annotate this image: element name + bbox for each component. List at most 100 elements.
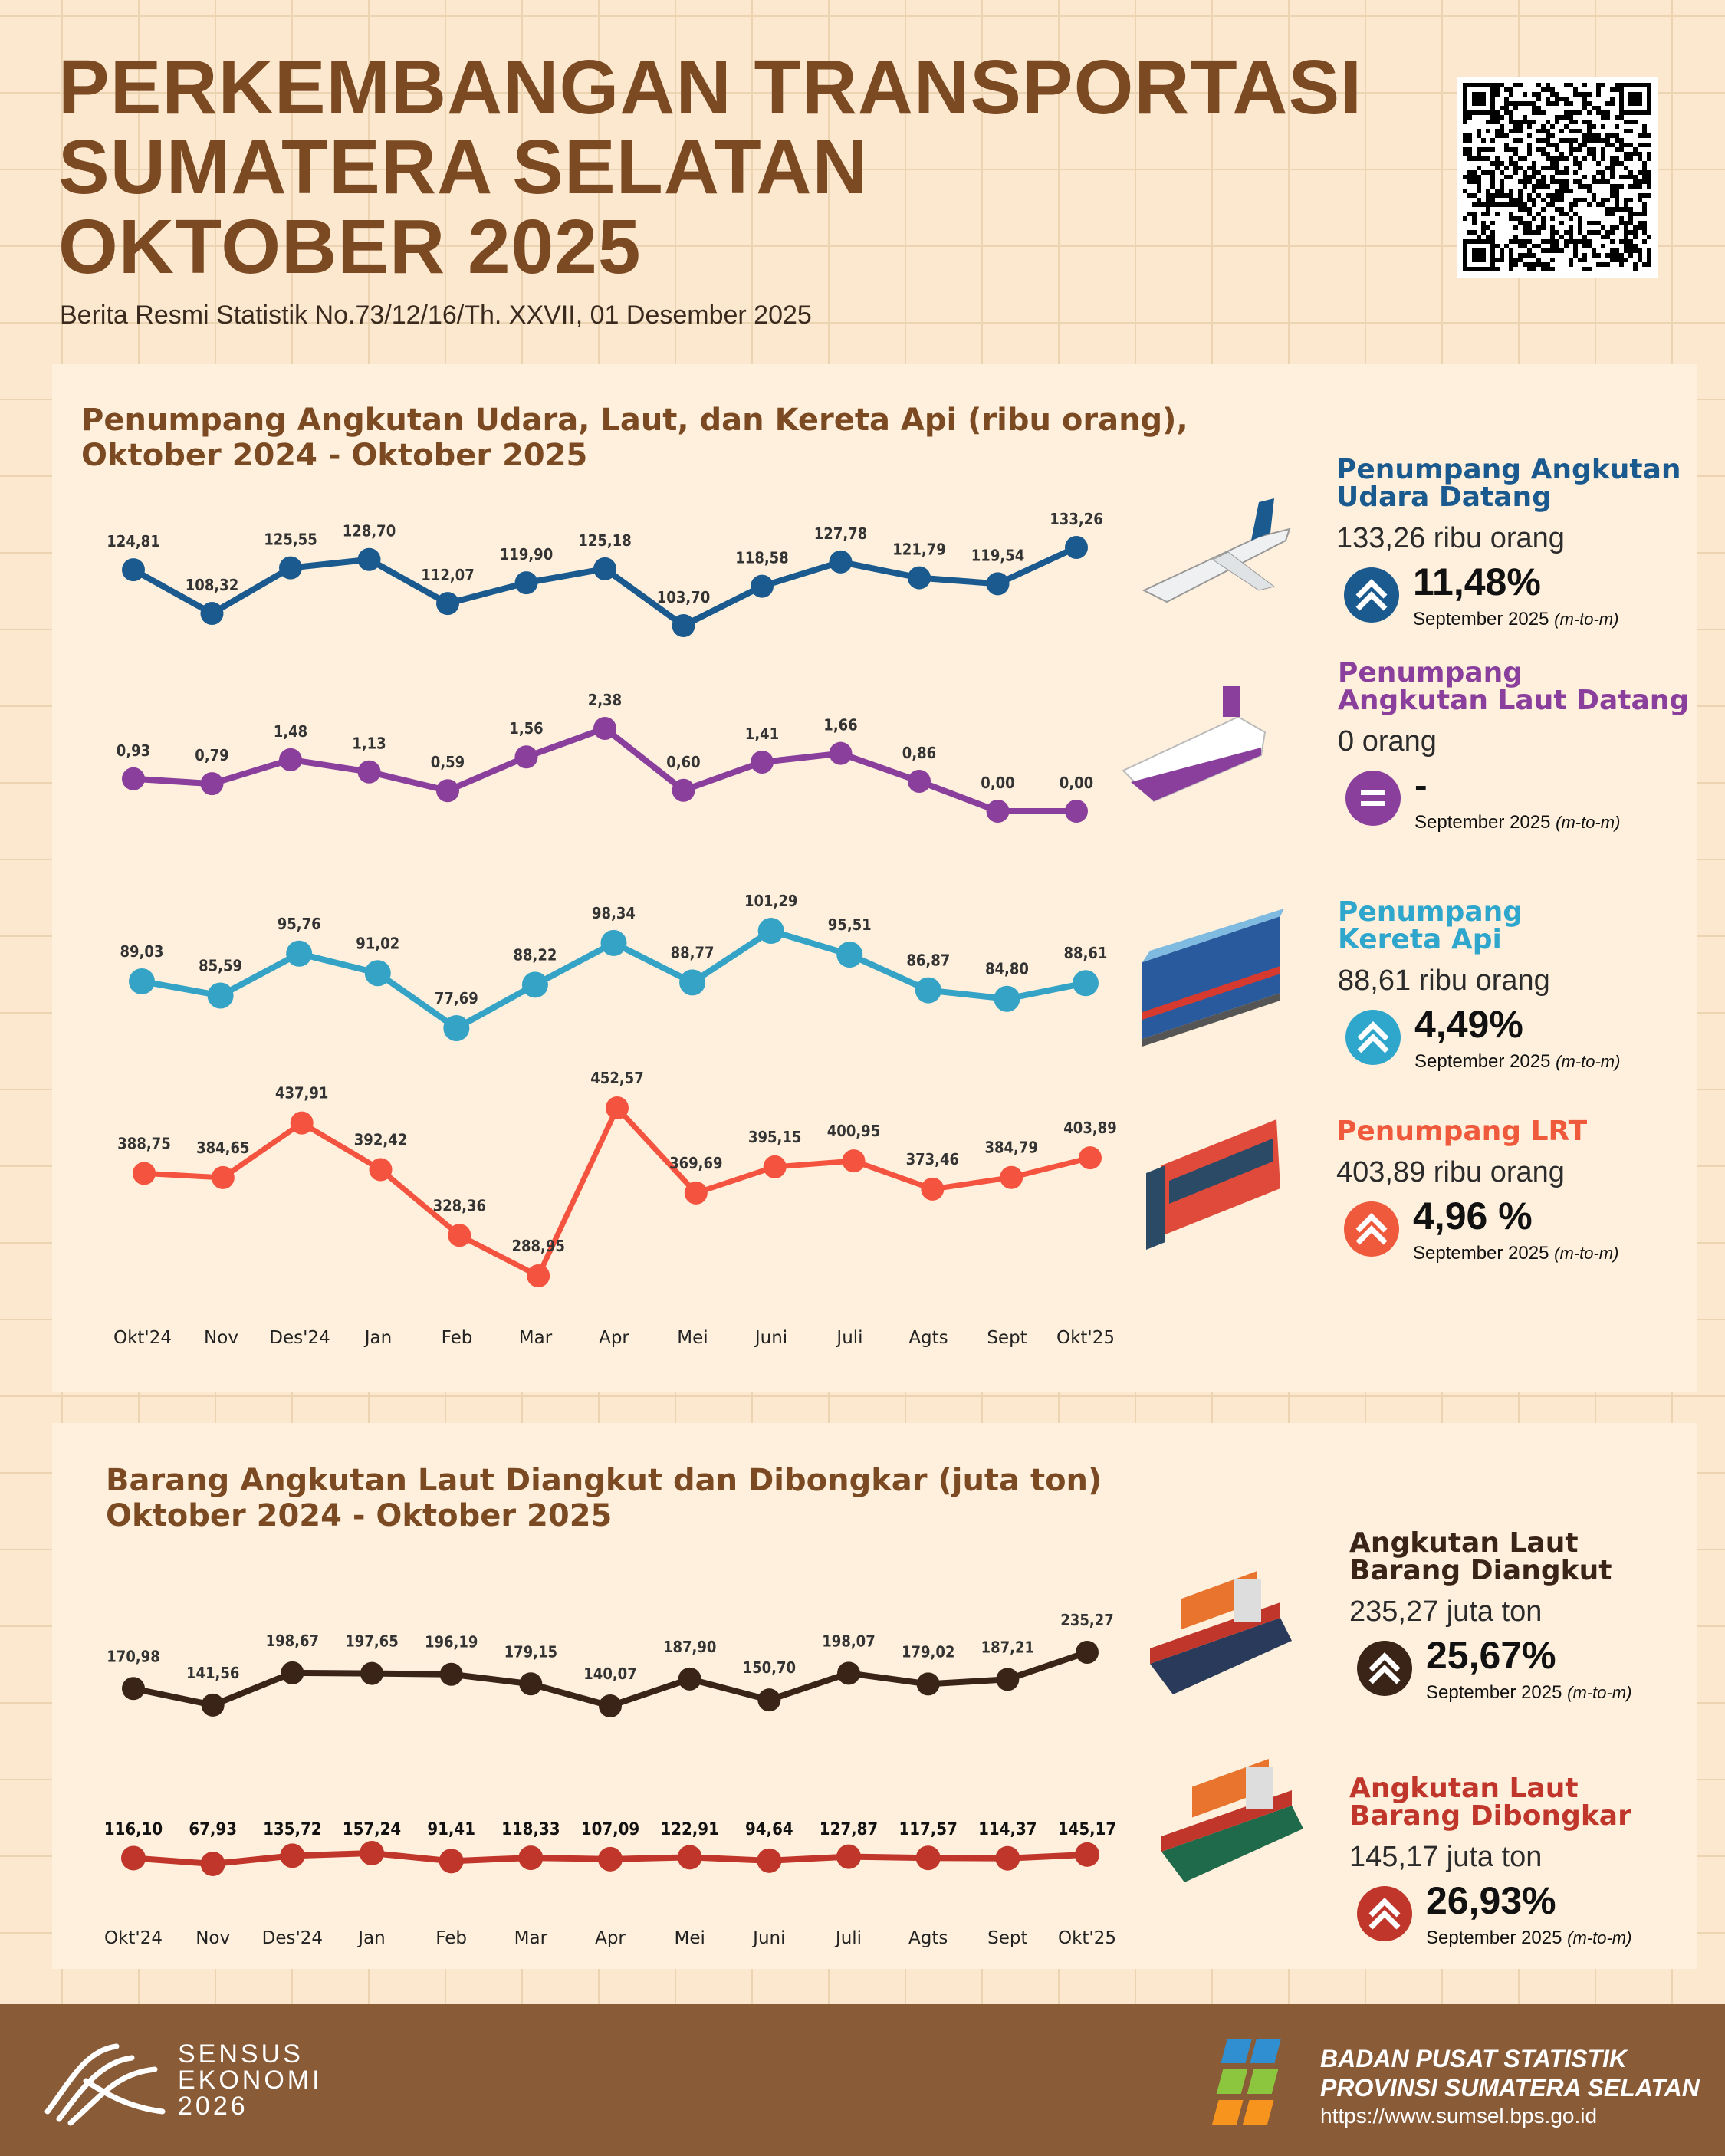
x-tick-label: Mar <box>514 1928 548 1948</box>
qr-code[interactable] <box>1457 77 1658 278</box>
data-label: 179,15 <box>504 1642 557 1661</box>
stat-block: Penumpang Angkutan Laut Datang 0 orang - … <box>1338 659 1689 840</box>
data-label: 101,29 <box>744 892 797 910</box>
stat-heading: Penumpang Angkutan Laut Datang <box>1338 659 1689 715</box>
panel-title: Barang Angkutan Laut Diangkut dan Dibong… <box>106 1463 1102 1533</box>
x-tick-label: Jan <box>356 1928 385 1948</box>
x-tick-label: Agts <box>909 1928 948 1948</box>
data-point <box>836 1844 861 1869</box>
x-tick-label: Mei <box>674 1928 705 1948</box>
data-label: 125,18 <box>578 531 631 550</box>
data-point <box>200 1852 225 1876</box>
data-label: 89,03 <box>120 942 164 961</box>
cargo2-icon <box>1162 1759 1303 1882</box>
double-chevron-up-icon <box>1357 1641 1412 1696</box>
x-tick-label: Okt'25 <box>1058 1928 1116 1948</box>
data-point <box>122 1677 145 1701</box>
data-label: 388,75 <box>117 1134 170 1152</box>
data-label: 108,32 <box>186 576 238 594</box>
lrt-icon <box>1146 1119 1280 1250</box>
note-period: September 2025 <box>1426 1928 1562 1948</box>
data-point <box>211 1165 235 1189</box>
data-point <box>677 1845 702 1870</box>
data-label: 127,78 <box>814 524 867 543</box>
bps-url[interactable]: https://www.sumsel.bps.go.id <box>1320 2104 1598 2128</box>
data-label: 235,27 <box>1060 1611 1113 1629</box>
passenger-panel: Penumpang Angkutan Udara, Laut, dan Kere… <box>52 364 1697 1392</box>
data-point <box>672 778 695 802</box>
data-point <box>436 592 459 616</box>
stat-heading-line: Penumpang <box>1338 657 1523 689</box>
panel-title-line: Oktober 2024 - Oktober 2025 <box>106 1498 613 1533</box>
data-point <box>908 566 931 590</box>
title-line: OKTOBER 2025 <box>58 204 642 290</box>
data-label: 384,79 <box>984 1139 1037 1157</box>
data-point <box>279 748 302 771</box>
stat-heading: Angkutan Laut Barang Dibongkar <box>1349 1775 1631 1830</box>
data-point <box>207 982 234 1009</box>
page-title: PERKEMBANGAN TRANSPORTASI SUMATERA SELAT… <box>58 48 1362 287</box>
data-point <box>357 547 381 571</box>
x-tick-label: Okt'24 <box>113 1328 172 1348</box>
data-point <box>1065 536 1088 559</box>
sensus-ekonomi-logo-icon <box>44 2043 166 2126</box>
data-point <box>836 942 863 968</box>
stat-block: Angkutan Laut Barang Dibongkar 145,17 jut… <box>1349 1775 1631 1955</box>
data-label: 112,07 <box>421 566 474 584</box>
data-point <box>593 717 616 740</box>
data-label: 1,41 <box>745 725 779 743</box>
data-point <box>448 1224 472 1247</box>
x-tick-label: Juli <box>834 1928 862 1948</box>
stat-note: September 2025 (m-to-m) <box>1414 812 1620 833</box>
data-label: 1,66 <box>823 716 857 735</box>
double-chevron-up-icon <box>1346 1010 1401 1065</box>
data-label: 95,51 <box>828 915 872 934</box>
data-label: 0,93 <box>117 741 150 760</box>
footer: SENSUS EKONOMI 2026 BADAN PUSAT STATISTI… <box>0 2004 1725 2156</box>
data-label: 395,15 <box>748 1128 801 1146</box>
note-period: September 2025 <box>1414 812 1551 833</box>
data-point <box>995 1845 1020 1871</box>
note-basis: (m-to-m) <box>1567 1683 1632 1702</box>
stat-note: September 2025 (m-to-m) <box>1426 1928 1631 1949</box>
data-label: 84,80 <box>985 960 1029 978</box>
data-label: 119,54 <box>971 546 1024 564</box>
stat-heading: Penumpang Kereta Api <box>1338 899 1550 954</box>
data-point <box>514 745 538 769</box>
stat-change: - <box>1414 764 1428 807</box>
x-tick-label: Mar <box>519 1328 553 1348</box>
stat-heading-line: Barang Dibongkar <box>1349 1800 1631 1832</box>
data-point <box>1079 1146 1102 1170</box>
data-label: 197,65 <box>345 1632 398 1651</box>
data-point <box>757 1848 782 1873</box>
data-label: 125,55 <box>264 531 317 549</box>
train-icon <box>1142 909 1284 1047</box>
data-point <box>279 556 302 580</box>
data-point <box>133 1162 156 1185</box>
data-label: 288,95 <box>511 1237 564 1255</box>
data-point <box>1073 970 1099 997</box>
data-point <box>200 772 224 796</box>
data-point <box>672 614 695 637</box>
cargo-panel: Barang Angkutan Laut Diangkut dan Dibong… <box>52 1423 1697 1969</box>
data-point <box>829 550 853 574</box>
stat-value: 88,61 ribu orang <box>1338 965 1550 997</box>
data-point <box>679 969 706 996</box>
x-tick-label: Feb <box>435 1928 467 1948</box>
data-point <box>357 760 381 784</box>
data-point <box>908 769 931 793</box>
stat-change: 25,67% <box>1426 1634 1556 1677</box>
double-chevron-up-icon <box>1344 1201 1399 1257</box>
note-period: September 2025 <box>1414 1051 1551 1072</box>
data-point <box>757 1688 781 1712</box>
data-point <box>122 767 145 790</box>
data-label: 196,19 <box>425 1633 478 1652</box>
x-tick-label: Nov <box>196 1928 230 1948</box>
data-point <box>364 960 391 987</box>
data-point <box>684 1181 708 1205</box>
data-label: 117,57 <box>899 1820 957 1839</box>
data-point <box>290 1111 314 1135</box>
stat-value: 0 orang <box>1338 725 1437 758</box>
data-label: 0,86 <box>902 744 936 762</box>
